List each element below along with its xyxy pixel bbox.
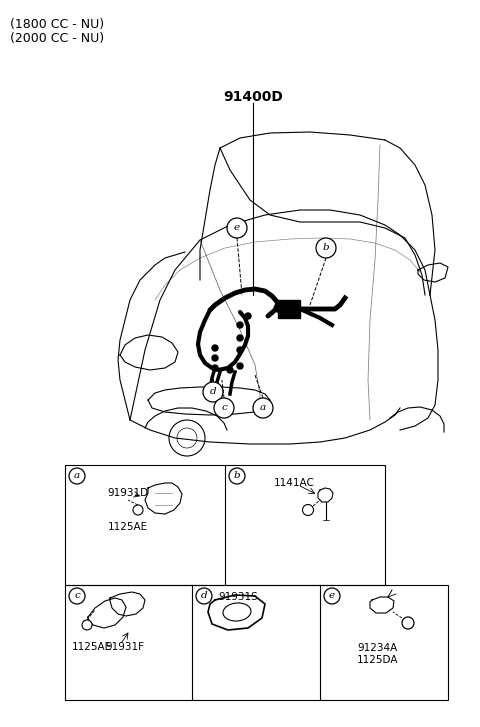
Circle shape xyxy=(237,322,243,328)
Text: 1125AE: 1125AE xyxy=(108,522,148,532)
Text: c: c xyxy=(221,403,227,412)
Circle shape xyxy=(203,382,223,402)
Text: 1125DA: 1125DA xyxy=(357,655,399,665)
Circle shape xyxy=(133,505,143,515)
Circle shape xyxy=(245,313,251,319)
Circle shape xyxy=(237,347,243,353)
Text: b: b xyxy=(323,244,329,252)
Text: b: b xyxy=(234,472,240,481)
Circle shape xyxy=(212,365,218,371)
Text: a: a xyxy=(74,472,80,481)
Circle shape xyxy=(229,468,245,484)
Bar xyxy=(278,300,300,318)
Text: 91931S: 91931S xyxy=(218,592,258,602)
Circle shape xyxy=(237,335,243,341)
Circle shape xyxy=(212,345,218,351)
Text: (2000 CC - NU): (2000 CC - NU) xyxy=(10,32,104,45)
Circle shape xyxy=(402,617,414,629)
Text: 91931F: 91931F xyxy=(105,642,144,652)
Text: 91234A: 91234A xyxy=(358,643,398,653)
Text: 1141AC: 1141AC xyxy=(274,478,315,488)
Circle shape xyxy=(324,588,340,604)
Text: 91931D: 91931D xyxy=(107,488,148,498)
Text: d: d xyxy=(201,592,207,601)
Text: (1800 CC - NU): (1800 CC - NU) xyxy=(10,18,104,31)
Text: d: d xyxy=(210,387,216,396)
Circle shape xyxy=(227,218,247,238)
Text: 1125AE: 1125AE xyxy=(72,642,112,652)
Text: a: a xyxy=(260,403,266,412)
Circle shape xyxy=(214,398,234,418)
Circle shape xyxy=(282,306,288,312)
Circle shape xyxy=(69,468,85,484)
Circle shape xyxy=(316,238,336,258)
Circle shape xyxy=(227,367,233,373)
Text: c: c xyxy=(74,592,80,601)
Circle shape xyxy=(69,588,85,604)
Bar xyxy=(65,465,385,585)
Circle shape xyxy=(196,588,212,604)
Text: e: e xyxy=(234,223,240,233)
Circle shape xyxy=(275,306,281,312)
Bar xyxy=(65,585,448,700)
Circle shape xyxy=(237,363,243,369)
Text: 91400D: 91400D xyxy=(223,90,283,104)
Ellipse shape xyxy=(223,603,251,621)
Text: e: e xyxy=(329,592,335,601)
Circle shape xyxy=(253,398,273,418)
Circle shape xyxy=(302,505,313,515)
Circle shape xyxy=(212,355,218,361)
Circle shape xyxy=(82,620,92,630)
